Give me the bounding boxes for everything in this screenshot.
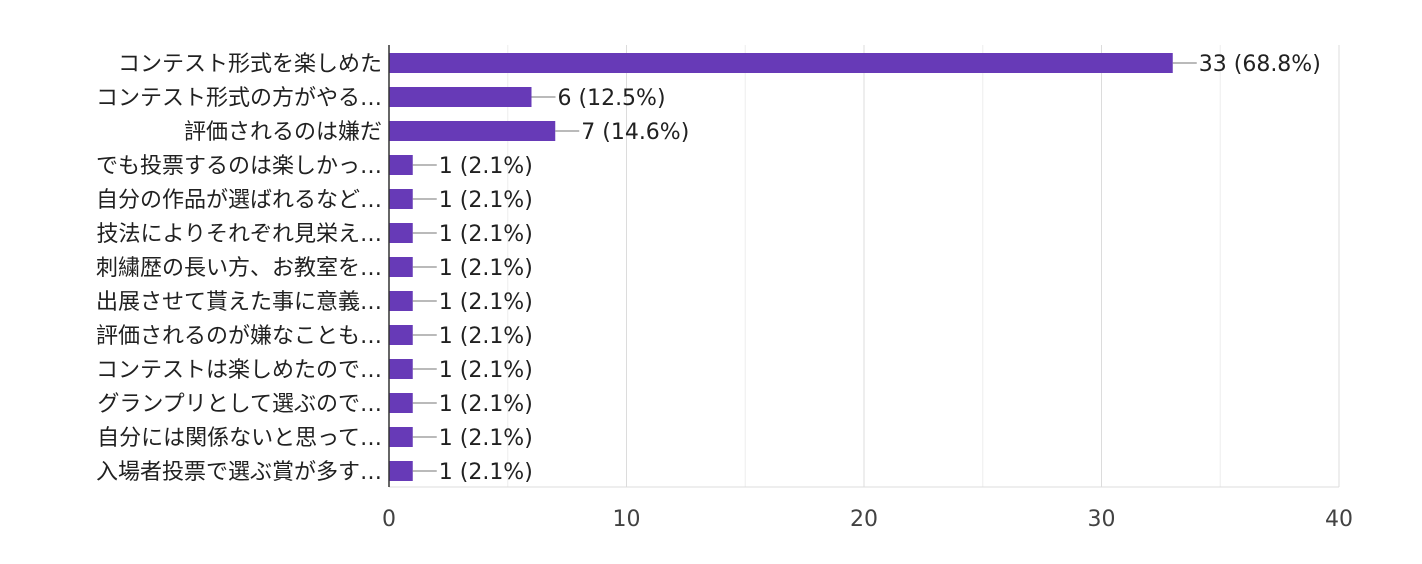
data-label: 7 (14.6%) bbox=[581, 120, 689, 145]
x-axis-ticks: 0 10 20 30 40 bbox=[382, 507, 1353, 532]
bars bbox=[389, 53, 1173, 481]
value-labels: 33 (68.8%) 6 (12.5%) 7 (14.6%) 1 (2.1%) 1 (2… bbox=[439, 52, 1321, 485]
data-label: 33 (68.8%) bbox=[1199, 52, 1321, 77]
data-label: 1 (2.1%) bbox=[439, 426, 533, 451]
data-label: 1 (2.1%) bbox=[439, 222, 533, 247]
data-label: 1 (2.1%) bbox=[439, 460, 533, 485]
data-label: 1 (2.1%) bbox=[439, 154, 533, 179]
category-label: コンテストは楽しめたので… bbox=[96, 358, 382, 383]
category-label: 刺繍歴の長い方、お教室を… bbox=[96, 256, 382, 281]
grid-lines bbox=[389, 45, 1340, 488]
x-tick-label: 40 bbox=[1325, 507, 1353, 532]
category-label: でも投票するのは楽しかっ… bbox=[96, 154, 382, 179]
category-label: 技法によりそれぞれ見栄え… bbox=[96, 222, 382, 247]
bar bbox=[389, 427, 413, 447]
data-label: 1 (2.1%) bbox=[439, 392, 533, 417]
bar bbox=[389, 325, 413, 345]
data-label: 1 (2.1%) bbox=[439, 256, 533, 281]
category-label: 評価されるのは嫌だ bbox=[184, 120, 382, 145]
data-label: 1 (2.1%) bbox=[439, 324, 533, 349]
data-label: 1 (2.1%) bbox=[439, 188, 533, 213]
bar bbox=[389, 359, 413, 379]
category-label: コンテスト形式を楽しめた bbox=[118, 52, 382, 77]
bar bbox=[389, 223, 413, 243]
category-label: 評価されるのが嫌なことも… bbox=[96, 324, 382, 349]
data-label: 1 (2.1%) bbox=[439, 358, 533, 383]
data-label: 1 (2.1%) bbox=[439, 290, 533, 315]
category-label: 入場者投票で選ぶ賞が多す… bbox=[96, 460, 382, 485]
bar bbox=[389, 257, 413, 277]
bar bbox=[389, 121, 556, 141]
category-label: 出展させて貰えた事に意義… bbox=[96, 290, 382, 315]
category-label: グランプリとして選ぶので… bbox=[97, 392, 382, 417]
category-label: コンテスト形式の方がやる… bbox=[96, 86, 382, 111]
bar bbox=[389, 393, 413, 413]
bar bbox=[389, 291, 413, 311]
bar bbox=[389, 87, 532, 107]
leader-lines bbox=[412, 62, 1197, 472]
bar bbox=[389, 461, 413, 481]
x-tick-label: 0 bbox=[382, 507, 396, 532]
x-tick-label: 30 bbox=[1088, 507, 1116, 532]
x-tick-label: 20 bbox=[850, 507, 878, 532]
data-label: 6 (12.5%) bbox=[558, 86, 666, 111]
bar bbox=[389, 53, 1173, 73]
category-label: 自分の作品が選ばれるなど… bbox=[96, 188, 382, 213]
category-label: 自分には関係ないと思って… bbox=[97, 426, 382, 451]
x-tick-label: 10 bbox=[613, 507, 641, 532]
bar bbox=[389, 155, 413, 175]
bar bbox=[389, 189, 413, 209]
